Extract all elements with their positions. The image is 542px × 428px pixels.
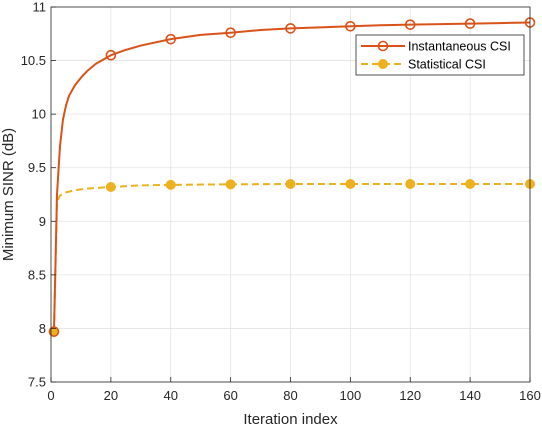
legend-label-statistical-csi: Statistical CSI xyxy=(408,58,486,72)
x-tick-label: 100 xyxy=(340,388,362,403)
data-point-instantaneous-csi xyxy=(285,23,296,34)
data-point-instantaneous-csi xyxy=(404,19,416,30)
data-point-statistical-csi xyxy=(105,182,116,192)
x-tick-label: 0 xyxy=(47,388,54,403)
y-tick-label: 11 xyxy=(33,0,47,15)
data-point-instantaneous-csi xyxy=(345,20,356,32)
y-tick-label: 7.5 xyxy=(28,375,46,390)
legend-marker-statistical-csi xyxy=(378,59,388,69)
data-point-statistical-csi xyxy=(465,179,476,189)
data-point-statistical-csi xyxy=(285,179,296,189)
y-axis-label: Minimum SINR (dB) xyxy=(0,128,17,261)
y-tick-label: 10.5 xyxy=(21,53,46,68)
x-tick-label: 140 xyxy=(459,388,481,403)
ticks: 0 20 40 60 80 100 120 140 160 7.5 8 8.5 9 9.5 10 10.5 11 xyxy=(21,0,541,403)
x-tick-label: 160 xyxy=(519,388,541,403)
y-tick-label: 8 xyxy=(39,321,46,336)
legend-label-instantaneous-csi: Instantaneous CSI xyxy=(408,40,511,54)
y-tick-label: 9.5 xyxy=(28,160,46,175)
data-point-statistical-csi xyxy=(345,179,356,189)
data-point-instantaneous-csi xyxy=(48,326,60,337)
x-axis-label: Iteration index xyxy=(243,411,338,428)
y-tick-label: 9 xyxy=(39,214,46,229)
data-point-instantaneous-csi xyxy=(105,49,117,61)
data-point-instantaneous-csi xyxy=(225,27,236,39)
data-point-statistical-csi xyxy=(165,179,176,190)
legend-marker-instantaneous-csi xyxy=(377,40,389,52)
x-tick-label: 80 xyxy=(283,388,297,403)
x-tick-label: 40 xyxy=(164,388,178,403)
x-tick-label: 60 xyxy=(223,388,237,403)
x-tick-label: 120 xyxy=(399,388,421,403)
y-tick-label: 10 xyxy=(32,107,46,122)
x-tick-label: 20 xyxy=(104,388,118,403)
series-line-statistical-csi xyxy=(52,183,530,332)
data-point-statistical-csi xyxy=(225,179,236,190)
y-tick-label: 8.5 xyxy=(28,267,46,282)
data-point-statistical-csi xyxy=(405,179,416,189)
series-layer xyxy=(48,17,536,337)
data-point-instantaneous-csi xyxy=(464,18,476,29)
legend: Instantaneous CSI Statistical CSI xyxy=(355,34,525,76)
data-point-instantaneous-csi xyxy=(165,33,177,45)
